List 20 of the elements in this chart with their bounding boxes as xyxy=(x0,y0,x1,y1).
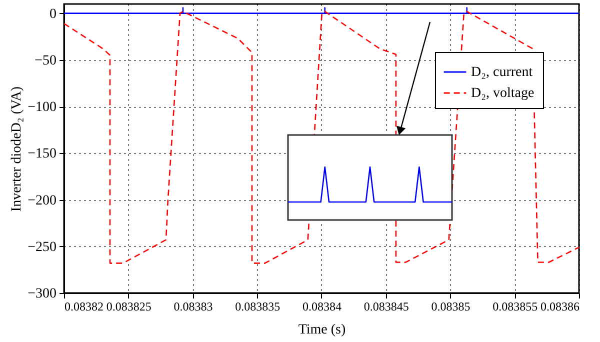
legend-label: D₂, current xyxy=(471,65,533,80)
x-axis-title: Time (s) xyxy=(298,322,346,338)
x-tick-label: 0.08383 xyxy=(174,300,213,314)
x-tick-label: 0.08385 xyxy=(431,300,470,314)
x-tick-label: 0.083855 xyxy=(492,300,538,314)
x-tick-label: 0.08386 xyxy=(540,300,580,314)
y-tick-label: −150 xyxy=(28,146,56,162)
x-tick-label: 0.08382 xyxy=(64,300,104,314)
y-axis-title: Inverter diodeD₂ (VA) xyxy=(10,86,25,212)
y-tick-label: 0 xyxy=(50,6,56,22)
x-tick-label: 0.083835 xyxy=(235,300,280,314)
x-tick-label: 0.083845 xyxy=(364,300,409,314)
x-tick-label: 0.083825 xyxy=(106,300,152,314)
y-tick-label: −50 xyxy=(34,53,56,68)
y-tick-label: −100 xyxy=(28,100,56,116)
y-tick-label: −300 xyxy=(28,286,56,302)
y-tick-label: −200 xyxy=(28,193,56,208)
legend-label: D₂, voltage xyxy=(471,86,534,101)
x-tick-label: 0.08384 xyxy=(302,300,342,314)
y-tick-label: −250 xyxy=(28,240,56,255)
